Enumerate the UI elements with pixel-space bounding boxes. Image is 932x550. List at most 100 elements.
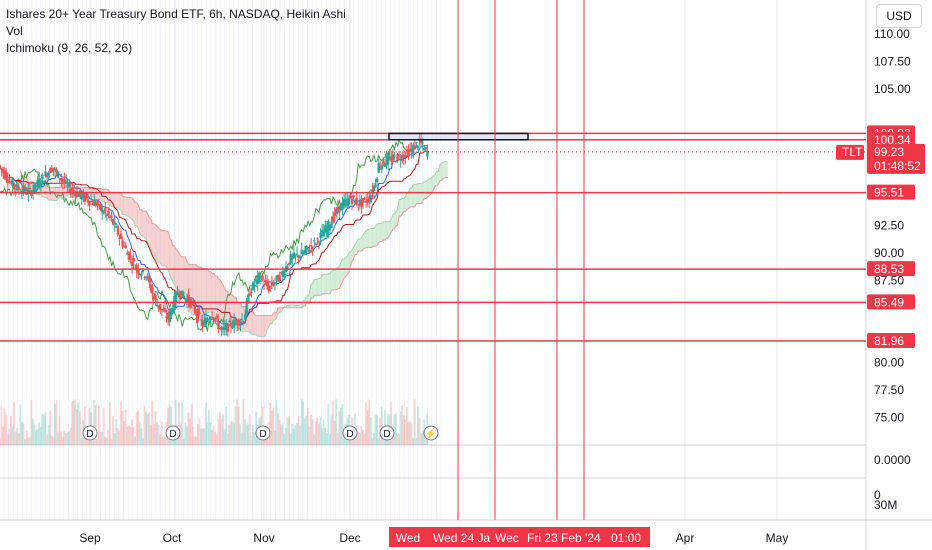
candle-body (327, 221, 330, 231)
candle-body (185, 298, 189, 303)
candle-body (372, 185, 376, 191)
candle-body (105, 214, 109, 216)
ichimoku-cloud (106, 189, 109, 204)
candle-body (67, 183, 71, 187)
volume-bar (10, 415, 12, 445)
volume-bar (274, 430, 276, 445)
volume-bar (107, 430, 110, 445)
candle-body (39, 183, 43, 187)
volume-bar (393, 414, 396, 445)
volume-tick: 30M (874, 498, 897, 512)
candle-body (115, 226, 118, 228)
candle-body (198, 312, 201, 314)
volume-bar (404, 419, 407, 445)
volume-bar (104, 436, 107, 445)
volume-bar (373, 432, 375, 445)
volume-bar (189, 418, 191, 445)
candle-body (303, 250, 307, 254)
volume-bar (5, 415, 8, 445)
volume-bar (239, 424, 242, 445)
ichimoku-cloud (352, 247, 354, 262)
ichimoku-cloud (174, 245, 176, 288)
volume-bar (212, 425, 215, 445)
volume-bar (231, 421, 234, 445)
candle-body (0, 168, 3, 170)
candle-body (270, 282, 274, 286)
volume-bar (153, 424, 155, 445)
candle-body (96, 201, 99, 206)
ichimoku-cloud (337, 266, 340, 289)
candle-body (404, 154, 407, 158)
candle-body (23, 187, 27, 192)
candle-body (253, 285, 256, 287)
ichimoku-cloud (402, 198, 404, 214)
symbol-box (836, 144, 864, 160)
ichimoku-cloud (440, 162, 442, 181)
ichimoku-cloud (143, 211, 145, 238)
ichimoku-cloud (160, 229, 162, 266)
candle-body (100, 208, 104, 213)
volume-bar (198, 418, 201, 445)
candle-body (22, 185, 25, 193)
volume-bar (143, 405, 146, 445)
candle-body (278, 275, 281, 282)
candle-body (236, 319, 239, 325)
ichimoku-cloud (110, 192, 112, 207)
volume-bar (134, 436, 136, 445)
volume-bar (272, 407, 275, 445)
currency-button[interactable]: USD (876, 4, 922, 28)
candle-body (388, 156, 391, 159)
candle-body (350, 199, 354, 204)
volume-bar (215, 434, 218, 445)
earnings-marker (423, 425, 439, 441)
ichimoku-span-b (19, 170, 448, 317)
candle-body (377, 163, 380, 173)
ichimoku-cloud (135, 202, 137, 226)
ichimoku-cloud (364, 230, 367, 249)
candle-body (275, 275, 278, 280)
volume-bar (140, 428, 143, 445)
candle-body (42, 181, 46, 183)
candle-body (423, 148, 426, 150)
ichimoku-cloud (330, 271, 332, 294)
price-label-box (867, 184, 915, 200)
volume-bar (65, 433, 67, 445)
candle-body (342, 199, 346, 207)
volume-bar (99, 431, 102, 445)
candle-body (338, 205, 341, 213)
candle-body (16, 184, 19, 191)
candle-body (71, 187, 74, 192)
candle-body (421, 142, 424, 144)
volume-bar (219, 412, 221, 445)
volume-bar (242, 399, 245, 445)
ichimoku-cloud (254, 314, 257, 335)
candle-body (17, 187, 21, 190)
volume-bar (98, 405, 100, 445)
volume-bar (60, 431, 63, 445)
volume-bar (368, 399, 371, 445)
volume-bar (410, 423, 413, 445)
volume-bar (197, 424, 199, 445)
ichimoku-cloud (99, 188, 101, 200)
volume-bar (3, 408, 6, 445)
ichimoku-cloud (336, 267, 338, 290)
volume-bar (237, 406, 240, 445)
dividend-marker (342, 425, 358, 441)
ichimoku-cloud (369, 228, 371, 248)
volume-bar (179, 423, 182, 445)
candle-body (91, 202, 94, 205)
candle-body (110, 215, 113, 218)
price-tick: 90.00 (874, 246, 904, 260)
candle-body (324, 225, 327, 233)
volume-bar (200, 428, 202, 445)
volume-bar (294, 425, 297, 445)
volume-bar (222, 414, 224, 445)
dividend-marker (82, 425, 98, 441)
candle-body (231, 326, 234, 329)
ichimoku-cloud (425, 179, 428, 199)
volume-bar (46, 434, 48, 445)
volume-bar (0, 405, 3, 445)
candle-body (391, 154, 395, 161)
candle-body (174, 291, 178, 304)
